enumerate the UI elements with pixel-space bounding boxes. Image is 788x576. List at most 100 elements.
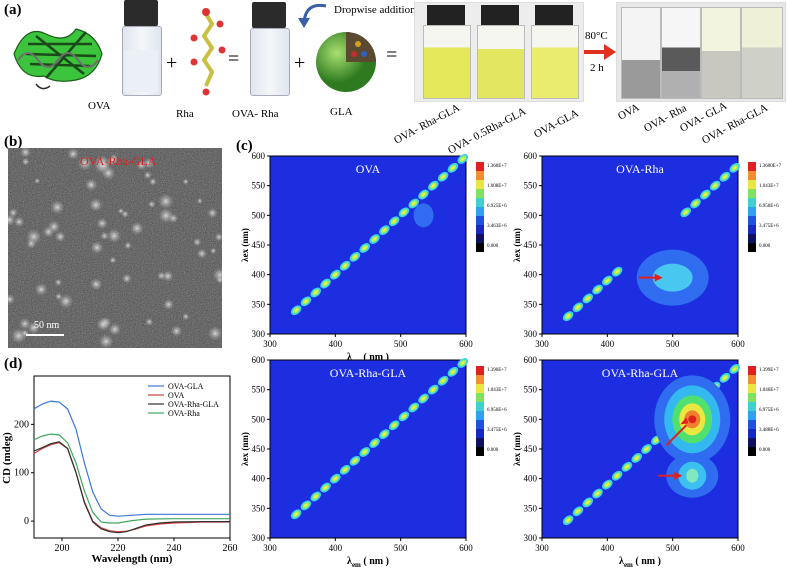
vial-ova-rha [248,2,290,96]
legend-value: 0.000 [759,244,771,249]
diagonal-peak [369,234,380,244]
legend-value: 1.043E+7 [487,388,507,393]
panel-c-label: (c) [236,138,253,154]
heatmap-ylabel: λex (nm) [512,228,522,262]
caption-ova: OVA [88,100,111,112]
fluorescence-blob [666,453,719,498]
diagonal-peak [611,266,623,277]
diagonal-peak [300,500,312,511]
y-tick-label: 300 [252,533,266,543]
y-tick-label: 600 [524,151,538,161]
equals-sign-2: = [386,44,398,66]
diagonal-peak [709,180,721,191]
scalebar [26,334,64,336]
cd-x-tick: 240 [167,543,182,554]
panel-a-label: (a) [4,2,22,18]
x-tick-label: 400 [329,339,343,349]
diagonal-peak [418,189,429,200]
red-arrow-icon [665,417,689,447]
diagonal-peak [339,464,351,475]
panel-b-label: (b) [4,134,23,150]
legend-value: 3.488E+6 [759,428,779,433]
y-tick-label: 400 [524,270,538,280]
caption-vial-ova-gla: OVA-GLA [532,107,581,141]
x-tick-label: 300 [263,543,277,553]
color-legend: 1.3600E+7 1.043E+7 6.950E+6 3.475E+6 0.000 [748,162,782,252]
diagonal-peak [349,251,361,262]
diagonal-peak [729,363,740,374]
cd-legend-entry: OVA-Rha-GLA [168,400,219,409]
caption-rha: Rha [176,108,194,120]
eem-heatmap-4: 300 400 500 600 300 350 400 450 500 550 600 OVA-Rha… [512,355,779,569]
y-tick-label: 550 [252,385,266,395]
heatmap-background [541,155,739,335]
x-tick-label: 500 [394,339,408,349]
diagonal-peak [700,189,711,200]
eem-heatmap-2: 300 400 500 600 300 350 400 450 500 550 600 OVA-Rha… [512,151,782,349]
diagonal-peak [349,455,361,466]
red-arrow-icon [658,471,683,480]
heatmap-xlabel: λem ( nm ) [619,556,661,569]
plus-sign-1: + [166,52,178,74]
diagonal-peak [369,438,380,448]
heatmap-ylabel: λex (nm) [512,432,522,466]
heatmap-ylabel: λex (nm) [240,228,250,262]
legend-value: 6.950E+6 [759,204,779,209]
cd-legend-entry: OVA-Rha [168,409,200,418]
cd-x-tick: 200 [55,543,70,554]
color-legend: 1.390E+7 1.043E+7 6.950E+6 3.475E+6 0.000 [476,366,507,456]
caption-vial-ova-rha-gla: OVA- Rha-GLA [392,101,462,147]
cd-x-tick: 260 [223,543,238,554]
y-tick-label: 350 [252,299,266,309]
legend-value: 1.360E+7 [487,164,507,169]
diagonal-peak [572,302,584,313]
y-tick-label: 600 [524,355,538,365]
y-tick-label: 350 [252,503,266,513]
y-tick-label: 600 [252,151,266,161]
legend-value: 6.950E+6 [487,408,507,413]
legend-value: 6.975E+6 [759,408,779,413]
cd-series-ova [33,442,230,533]
y-tick-label: 500 [524,210,538,220]
diagonal-peak [592,284,603,295]
eem-heatmap-3: 300 400 500 600 300 350 400 450 500 550 600 OVA-Rha… [240,355,507,569]
diagonal-peak [719,171,731,182]
x-tick-label: 600 [459,543,473,553]
diagonal-peak [602,275,613,286]
diagonal-peak [611,470,623,481]
y-tick-label: 400 [252,474,266,484]
diagonal-peak [300,296,312,307]
y-tick-label: 300 [524,329,538,339]
diagonal-peak [379,225,390,236]
diagonal-peak [320,278,331,289]
diagonal-peak [457,154,468,164]
y-tick-label: 450 [252,240,266,250]
legend-value: 3.475E+6 [759,224,779,229]
cd-legend-entry: OVA [168,391,185,400]
diagonal-peak [582,497,593,508]
legend-value: 1.008E+7 [487,184,507,189]
diagonal-peak [310,287,321,298]
diagonal-peak [437,375,449,386]
cd-spectrum-chart: 200 220 240 260 0 100 200 OVA-GLAOVAOVA-Rha-GL… [1,375,238,565]
photo-three-vials [414,2,584,102]
cd-y-tick: 0 [24,516,29,527]
y-tick-label: 450 [524,240,538,250]
diagonal-peak [690,198,701,209]
heatmap-title: OVA-Rha-GLA [330,366,407,380]
y-tick-label: 500 [252,414,266,424]
diagonal-peak [310,491,321,502]
diagonal-peak [602,479,613,490]
cd-y-tick: 100 [14,468,29,479]
diagonal-peak [582,293,593,304]
legend-value: 6.925E+6 [487,204,507,209]
dropwise-arrow-icon [298,3,327,28]
x-tick-label: 400 [601,339,615,349]
diagonal-peak [330,473,341,484]
diagonal-peak [447,366,459,377]
y-tick-label: 450 [524,444,538,454]
x-tick-label: 300 [535,339,549,349]
diagonal-peak [729,162,740,173]
cd-series-ova-rha [33,433,230,524]
x-tick-label: 500 [666,543,680,553]
